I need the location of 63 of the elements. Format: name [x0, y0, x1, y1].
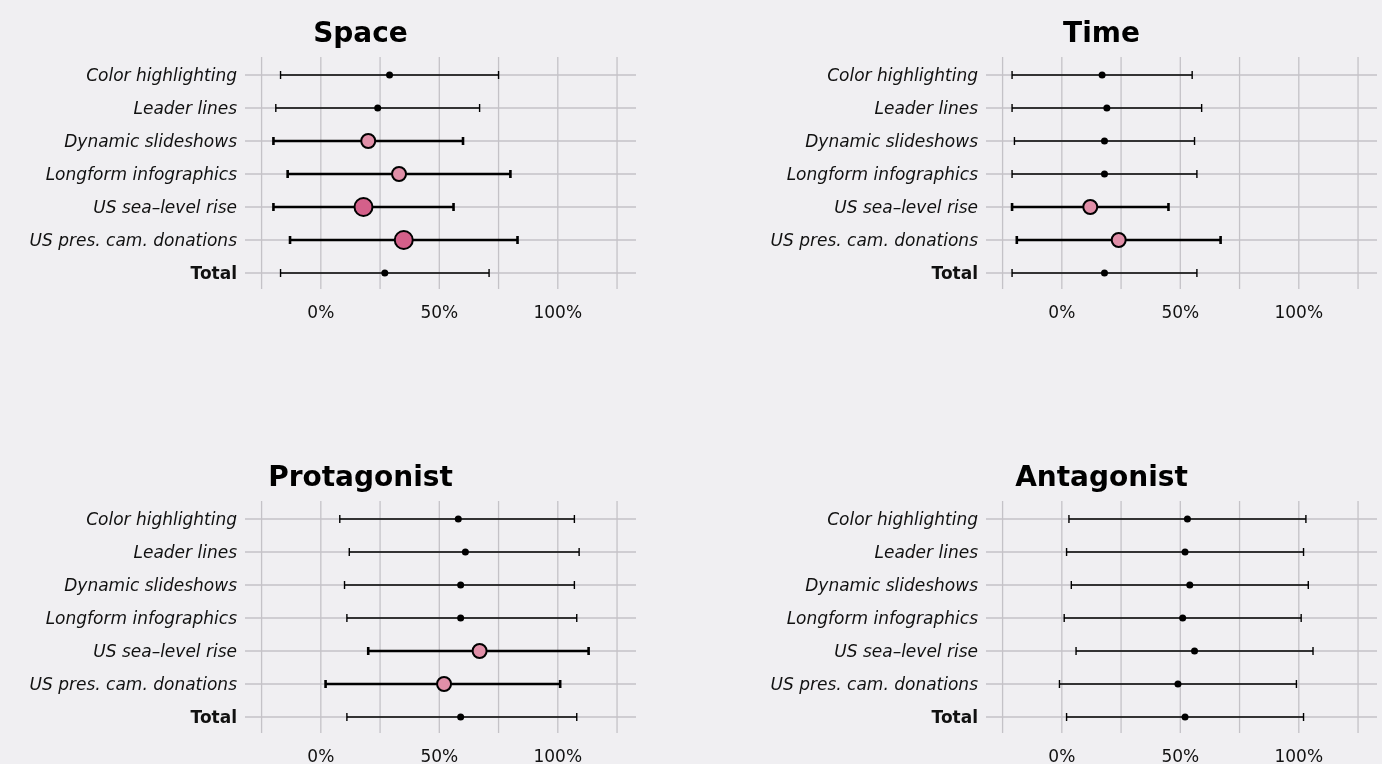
point: [1174, 680, 1182, 688]
x-tick-label: 50%: [1161, 746, 1200, 764]
y-tick-label: Longform infographics: [45, 608, 238, 628]
y-tick-label: Dynamic slideshows: [805, 575, 979, 595]
x-tick-label: 0%: [1048, 746, 1076, 764]
x-tick-label: 0%: [307, 302, 335, 322]
point: [1179, 614, 1187, 622]
y-tick-label: Color highlighting: [86, 509, 238, 529]
x-tick-label: 100%: [533, 302, 583, 322]
point: [1183, 515, 1191, 523]
x-tick-label: 50%: [420, 746, 459, 764]
x-tick-label: 50%: [420, 302, 459, 322]
point: [454, 515, 462, 523]
y-tick-label: Color highlighting: [86, 65, 238, 85]
point: [1100, 269, 1108, 277]
y-tick-label: Leader lines: [874, 98, 979, 118]
y-tick-label: Longform infographics: [786, 608, 979, 628]
chart-title: Protagonist: [268, 460, 453, 493]
y-tick-label: US sea–level rise: [834, 641, 978, 661]
y-tick-label: US pres. cam. donations: [770, 230, 979, 250]
point: [457, 713, 465, 721]
point: [1181, 548, 1189, 556]
point: [457, 614, 465, 622]
point: [461, 548, 469, 556]
point: [1098, 71, 1106, 79]
x-tick-label: 100%: [1274, 746, 1324, 764]
y-tick-label: Leader lines: [874, 542, 979, 562]
point: [1186, 581, 1194, 589]
point: [1103, 104, 1111, 112]
y-tick-label: US pres. cam. donations: [770, 674, 979, 694]
point: [1100, 170, 1108, 178]
y-tick-label: US sea–level rise: [93, 641, 237, 661]
y-tick-label: US sea–level rise: [834, 197, 978, 217]
y-tick-label: Leader lines: [133, 542, 238, 562]
point: [457, 581, 465, 589]
y-tick-label: Color highlighting: [827, 509, 979, 529]
y-tick-label: Color highlighting: [827, 65, 979, 85]
y-tick-label: Longform infographics: [45, 164, 238, 184]
point: [391, 166, 408, 182]
y-tick-label: Total: [190, 707, 237, 727]
y-tick-label: Leader lines: [133, 98, 238, 118]
point: [1191, 647, 1199, 655]
x-tick-label: 100%: [533, 746, 583, 764]
y-tick-label: Total: [931, 707, 978, 727]
y-tick-label: Total: [190, 263, 237, 283]
point: [360, 133, 377, 149]
y-tick-label: US sea–level rise: [93, 197, 237, 217]
y-tick-label: Total: [931, 263, 978, 283]
x-tick-label: 50%: [1161, 302, 1200, 322]
y-tick-label: Dynamic slideshows: [64, 575, 238, 595]
chart-title: Antagonist: [1015, 460, 1188, 493]
y-tick-label: Longform infographics: [786, 164, 979, 184]
chart-title: Time: [1063, 16, 1140, 49]
point: [1100, 137, 1108, 145]
y-tick-label: US pres. cam. donations: [29, 674, 238, 694]
x-tick-label: 0%: [307, 746, 335, 764]
y-tick-label: US pres. cam. donations: [29, 230, 238, 250]
point: [1181, 713, 1189, 721]
x-tick-label: 100%: [1274, 302, 1324, 322]
chart-title: Space: [313, 16, 408, 49]
y-tick-label: Dynamic slideshows: [64, 131, 238, 151]
y-tick-label: Dynamic slideshows: [805, 131, 979, 151]
x-tick-label: 0%: [1048, 302, 1076, 322]
